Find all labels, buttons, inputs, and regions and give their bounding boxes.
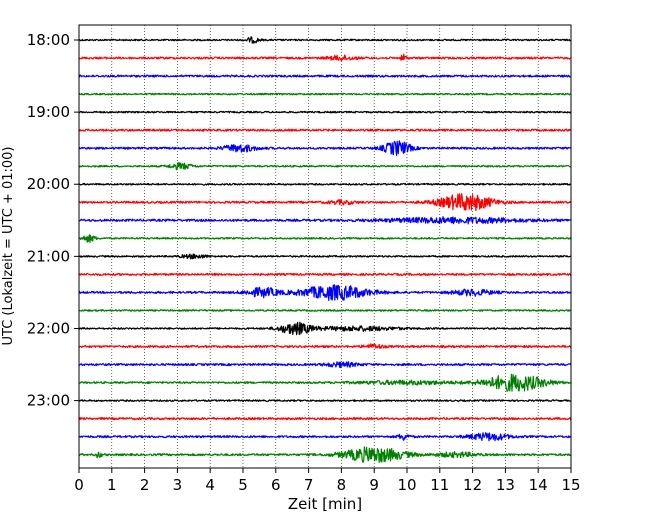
x-axis-label: Zeit [min] bbox=[288, 495, 362, 513]
trace-1945 bbox=[78, 162, 572, 171]
y-tick-label: 19:00 bbox=[27, 103, 70, 121]
grid-lines bbox=[111, 25, 539, 468]
y-tick-label: 20:00 bbox=[27, 175, 70, 193]
x-tick-label: 6 bbox=[271, 476, 281, 494]
x-tick-label: 8 bbox=[337, 476, 347, 494]
plot-background bbox=[79, 25, 571, 468]
x-axis-ticks: 0 1 2 3 4 5 6 7 8 9 10 11 12 13 14 15 bbox=[74, 468, 581, 494]
y-tick-label: 23:00 bbox=[27, 392, 70, 410]
x-tick-label: 3 bbox=[173, 476, 183, 494]
trace-2030 bbox=[78, 216, 572, 225]
trace-2000 bbox=[78, 182, 572, 186]
x-tick-label: 13 bbox=[496, 476, 515, 494]
y-tick-label: 22:00 bbox=[27, 319, 70, 337]
trace-2100 bbox=[78, 253, 572, 260]
x-tick-label: 7 bbox=[304, 476, 314, 494]
x-tick-label: 9 bbox=[369, 476, 379, 494]
trace-2130 bbox=[78, 284, 572, 302]
trace-2215 bbox=[78, 343, 572, 349]
trace-2115 bbox=[78, 272, 572, 276]
x-tick-label: 10 bbox=[397, 476, 416, 494]
trace-1830 bbox=[78, 74, 572, 78]
trace-1845 bbox=[78, 92, 572, 96]
trace-2245 bbox=[78, 373, 572, 392]
trace-2330 bbox=[78, 432, 572, 442]
x-tick-label: 2 bbox=[140, 476, 150, 494]
x-tick-label: 1 bbox=[107, 476, 117, 494]
x-tick-label: 4 bbox=[205, 476, 215, 494]
trace-2145 bbox=[78, 309, 572, 312]
trace-2015 bbox=[78, 193, 572, 212]
trace-2300 bbox=[78, 399, 572, 402]
trace-2345 bbox=[78, 446, 572, 464]
trace-2045 bbox=[78, 234, 572, 243]
seismogram-traces bbox=[78, 36, 572, 464]
trace-2315 bbox=[78, 417, 572, 421]
y-axis-label: UTC (Lokalzeit = UTC + 01:00) bbox=[1, 147, 16, 346]
y-tick-label: 18:00 bbox=[27, 31, 70, 49]
y-axis-ticks: 18:00 19:00 20:00 21:00 22:00 23:00 bbox=[27, 31, 79, 410]
x-tick-label: 14 bbox=[529, 476, 548, 494]
plot-frame bbox=[78, 24, 572, 469]
trace-1815 bbox=[78, 53, 572, 62]
x-tick-label: 0 bbox=[74, 476, 84, 494]
trace-2200 bbox=[78, 321, 572, 336]
trace-1900 bbox=[78, 110, 572, 114]
trace-1800 bbox=[78, 36, 572, 44]
trace-2230 bbox=[78, 361, 572, 369]
x-tick-label: 12 bbox=[463, 476, 482, 494]
y-tick-label: 21:00 bbox=[27, 247, 70, 265]
x-tick-label: 15 bbox=[561, 476, 580, 494]
x-tick-label: 5 bbox=[238, 476, 248, 494]
trace-1915 bbox=[78, 128, 572, 132]
trace-1930 bbox=[78, 140, 572, 156]
x-tick-label: 11 bbox=[430, 476, 449, 494]
